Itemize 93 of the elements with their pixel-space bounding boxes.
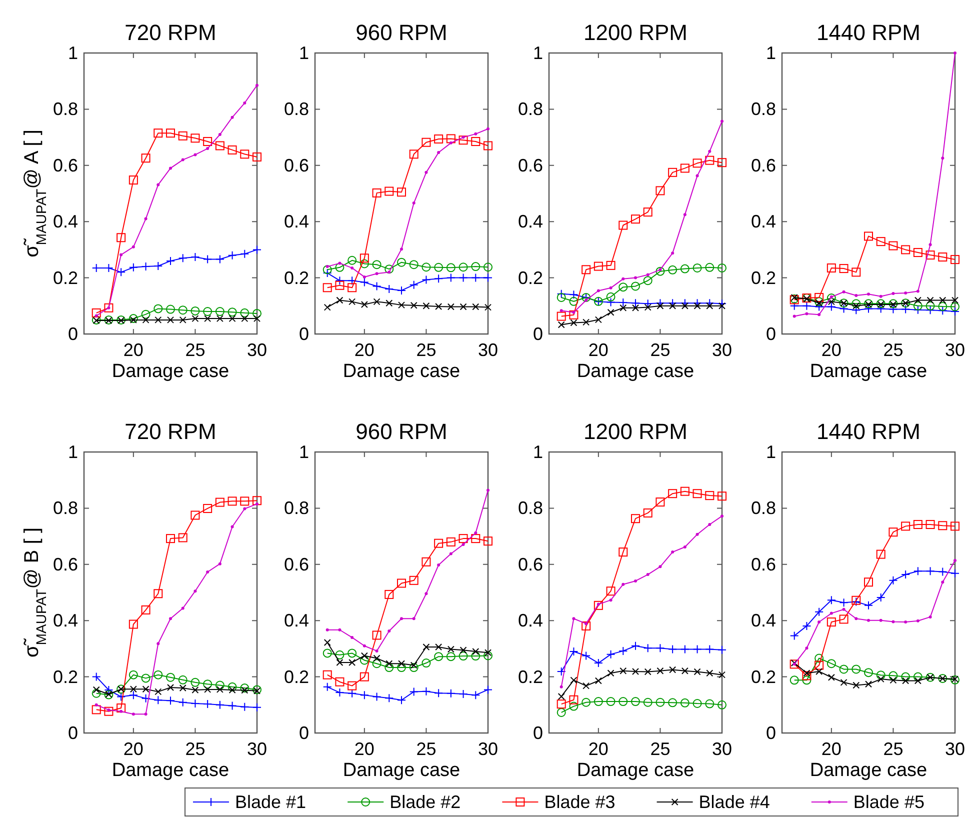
y-tick-label: 0: [766, 723, 776, 743]
y-tick-label: 0.4: [52, 610, 78, 631]
chart-title: 960 RPM: [356, 419, 448, 444]
chart-title: 1440 RPM: [816, 20, 920, 45]
y-tick-label: 0: [532, 324, 543, 344]
chart-title: 1200 RPM: [584, 419, 688, 444]
y-tick-label: 0: [298, 723, 309, 743]
x-axis-title: Damage case: [342, 361, 460, 382]
x-tick-label: 25: [650, 739, 670, 759]
y-tick-label: 0: [532, 723, 543, 743]
x-tick-label: 30: [246, 739, 268, 759]
x-axis-title: Damage case: [810, 760, 928, 781]
x-tick-label: 25: [416, 739, 436, 759]
y-tick-label: 0.2: [52, 666, 78, 687]
x-tick-label: 30: [944, 340, 966, 360]
chart-title: 1200 RPM: [584, 20, 688, 45]
y-tick-label: 0.2: [52, 268, 78, 288]
y-tick-label: 0.8: [284, 99, 309, 120]
legend-label: Blade #2: [390, 792, 461, 812]
y-tick-label: 1: [298, 43, 309, 63]
x-tick-label: 25: [883, 739, 904, 759]
chart-title: 960 RPM: [356, 20, 448, 45]
x-tick-label: 20: [821, 340, 842, 360]
y-tick-label: 0.8: [750, 99, 776, 120]
legend-label: Blade #5: [853, 792, 924, 812]
y-tick-label: 0.6: [518, 155, 543, 176]
y-tick-label: 0.4: [518, 212, 543, 232]
x-tick-label: 30: [944, 739, 966, 759]
y-tick-label: 1: [532, 43, 543, 63]
x-tick-label: 20: [821, 739, 842, 759]
y-tick-label: 1: [766, 442, 776, 462]
legend-label: Blade #4: [698, 792, 770, 812]
y-tick-label: 1: [298, 442, 309, 462]
x-tick-label: 30: [478, 340, 498, 360]
y-tick-label: 0.2: [518, 268, 543, 288]
y-tick-label: 0.6: [284, 155, 309, 176]
x-tick-label: 25: [185, 739, 206, 759]
y-tick-label: 0.2: [750, 268, 776, 288]
y-tick-label: 1: [68, 43, 78, 63]
y-tick-label: 0.8: [52, 99, 78, 120]
x-tick-label: 20: [123, 340, 144, 360]
y-tick-label: 0.4: [284, 212, 309, 232]
x-axis-title: Damage case: [112, 361, 230, 382]
y-tick-label: 1: [68, 442, 78, 462]
x-axis-title: Damage case: [576, 760, 694, 781]
x-axis-title: Damage case: [112, 760, 230, 781]
x-tick-label: 30: [246, 340, 268, 360]
y-tick-label: 0.2: [518, 666, 543, 687]
chart-title: 720 RPM: [124, 20, 216, 45]
y-tick-label: 0.6: [750, 155, 776, 176]
chart-title: 1440 RPM: [816, 419, 920, 444]
legend-label: Blade #1: [235, 792, 306, 812]
legend-label: Blade #3: [544, 792, 616, 812]
chart-title: 720 RPM: [124, 419, 216, 444]
y-tick-label: 0.6: [750, 554, 776, 574]
y-tick-label: 0.4: [52, 212, 78, 232]
x-tick-label: 25: [416, 340, 436, 360]
x-tick-label: 25: [185, 340, 206, 360]
y-tick-label: 0.8: [52, 498, 78, 518]
y-tick-label: 0.6: [52, 554, 78, 574]
x-tick-label: 20: [123, 739, 144, 759]
x-tick-label: 30: [712, 340, 732, 360]
x-axis-title: Damage case: [342, 760, 460, 781]
y-tick-label: 0.6: [284, 554, 309, 574]
x-tick-label: 20: [588, 340, 608, 360]
y-tick-label: 0.6: [518, 554, 543, 574]
x-tick-label: 30: [712, 739, 732, 759]
x-tick-label: 25: [650, 340, 670, 360]
x-tick-label: 25: [883, 340, 904, 360]
y-tick-label: 0.8: [518, 498, 543, 518]
x-axis-title: Damage case: [576, 361, 694, 382]
x-tick-label: 30: [478, 739, 498, 759]
x-tick-label: 20: [354, 340, 374, 360]
y-tick-label: 0.2: [284, 666, 309, 687]
y-tick-label: 0.4: [284, 610, 309, 631]
y-tick-label: 0.8: [750, 498, 776, 518]
y-tick-label: 0: [298, 324, 309, 344]
y-tick-label: 0.2: [284, 268, 309, 288]
x-axis-title: Damage case: [810, 361, 928, 382]
y-tick-label: 0.4: [750, 610, 776, 631]
y-tick-label: 0.4: [750, 212, 776, 232]
y-tick-label: 0.4: [518, 610, 543, 631]
y-tick-label: 0: [68, 324, 78, 344]
x-tick-label: 20: [588, 739, 608, 759]
y-tick-label: 0.8: [284, 498, 309, 518]
y-tick-label: 0.8: [518, 99, 543, 120]
x-tick-label: 20: [354, 739, 374, 759]
y-tick-label: 0.6: [52, 155, 78, 176]
y-tick-label: 1: [766, 43, 776, 63]
y-tick-label: 0: [68, 723, 78, 743]
y-tick-label: 0.2: [750, 666, 776, 687]
y-tick-label: 0: [766, 324, 776, 344]
y-tick-label: 1: [532, 442, 543, 462]
